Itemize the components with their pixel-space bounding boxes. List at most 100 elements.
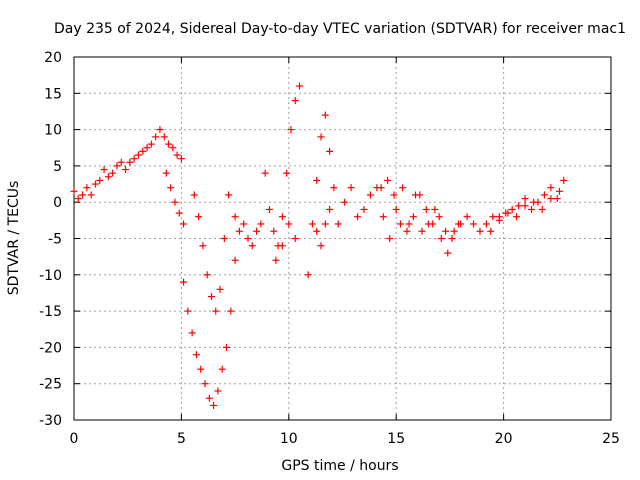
data-point bbox=[207, 293, 215, 301]
data-point bbox=[180, 278, 188, 286]
data-point bbox=[197, 365, 205, 373]
data-point bbox=[285, 220, 293, 228]
y-tick-label: 0 bbox=[53, 195, 62, 211]
data-point bbox=[291, 235, 299, 242]
data-point bbox=[308, 220, 316, 228]
x-tick-label: 15 bbox=[387, 431, 405, 447]
data-point bbox=[530, 198, 538, 206]
data-point bbox=[190, 191, 198, 199]
data-point bbox=[162, 169, 170, 177]
data-point bbox=[180, 220, 188, 228]
data-point bbox=[317, 133, 325, 141]
x-tick-label: 5 bbox=[177, 431, 186, 447]
data-point bbox=[448, 235, 456, 242]
data-point bbox=[454, 220, 462, 228]
data-point bbox=[192, 351, 200, 359]
data-point bbox=[435, 213, 443, 221]
data-points bbox=[70, 82, 568, 409]
data-point bbox=[390, 191, 398, 199]
data-point bbox=[540, 191, 548, 199]
data-point bbox=[528, 205, 536, 213]
y-tick-labels: 20 15 10 5 0 -5 -10 -15 -20 -25 -30 bbox=[39, 50, 62, 429]
data-point bbox=[489, 213, 497, 221]
data-point bbox=[538, 205, 546, 213]
data-point bbox=[165, 140, 173, 148]
data-point bbox=[444, 249, 452, 257]
y-tick-label: -10 bbox=[39, 268, 62, 284]
data-point bbox=[253, 227, 261, 235]
data-point bbox=[326, 147, 334, 155]
data-point bbox=[171, 198, 179, 206]
data-point bbox=[83, 184, 91, 192]
data-point bbox=[341, 198, 349, 206]
data-point bbox=[214, 387, 222, 395]
data-point bbox=[377, 184, 385, 192]
data-point bbox=[70, 187, 78, 195]
data-point bbox=[379, 213, 387, 221]
data-point bbox=[212, 307, 220, 315]
data-point bbox=[495, 213, 503, 221]
data-point bbox=[431, 205, 439, 213]
data-point bbox=[261, 169, 269, 177]
data-point bbox=[244, 235, 252, 242]
data-point bbox=[437, 235, 445, 242]
data-point bbox=[287, 126, 295, 134]
data-point bbox=[205, 394, 213, 402]
data-point bbox=[334, 220, 342, 228]
data-point bbox=[504, 209, 512, 217]
data-point bbox=[321, 220, 329, 228]
data-point bbox=[152, 133, 160, 141]
data-point bbox=[422, 205, 430, 213]
data-point bbox=[175, 209, 183, 217]
x-tick-label: 0 bbox=[70, 431, 79, 447]
data-point bbox=[248, 242, 256, 250]
data-point bbox=[330, 184, 338, 192]
data-point bbox=[160, 133, 168, 141]
x-axis-label: GPS time / hours bbox=[281, 458, 398, 474]
data-point bbox=[304, 271, 312, 279]
data-point bbox=[100, 166, 108, 174]
axis-ticks bbox=[73, 56, 612, 421]
data-point bbox=[450, 227, 458, 235]
data-point bbox=[512, 213, 520, 221]
data-point bbox=[396, 220, 404, 228]
data-point bbox=[220, 235, 228, 242]
data-point bbox=[109, 169, 117, 177]
x-tick-label: 25 bbox=[602, 431, 620, 447]
data-point bbox=[195, 213, 203, 221]
data-point bbox=[386, 235, 394, 242]
y-tick-label: 5 bbox=[53, 159, 62, 175]
data-point bbox=[156, 126, 164, 134]
grid-lines bbox=[74, 57, 611, 420]
data-point bbox=[199, 242, 207, 250]
data-point bbox=[270, 227, 278, 235]
data-point bbox=[227, 307, 235, 315]
data-point bbox=[553, 195, 561, 203]
data-point bbox=[521, 195, 529, 203]
data-point bbox=[126, 158, 134, 166]
y-axis-label: SDTVAR / TECUs bbox=[6, 181, 22, 296]
data-point bbox=[392, 205, 400, 213]
data-point bbox=[291, 97, 299, 105]
data-point bbox=[203, 271, 211, 279]
data-point bbox=[96, 176, 104, 184]
data-point bbox=[169, 144, 177, 152]
y-tick-label: -20 bbox=[39, 340, 62, 356]
data-point bbox=[216, 285, 224, 293]
data-point bbox=[265, 205, 273, 213]
data-point bbox=[487, 227, 495, 235]
data-point bbox=[91, 180, 99, 188]
data-point bbox=[223, 343, 231, 351]
data-point bbox=[418, 227, 426, 235]
data-point bbox=[326, 205, 334, 213]
data-point bbox=[235, 227, 243, 235]
data-point bbox=[403, 227, 411, 235]
data-point bbox=[143, 144, 151, 152]
data-point bbox=[231, 256, 239, 264]
data-point bbox=[515, 202, 523, 210]
data-point bbox=[354, 213, 362, 221]
data-point bbox=[317, 242, 325, 250]
chart-title: Day 235 of 2024, Sidereal Day-to-day VTE… bbox=[54, 21, 626, 37]
data-point bbox=[409, 213, 417, 221]
y-tick-label: -15 bbox=[39, 304, 62, 320]
